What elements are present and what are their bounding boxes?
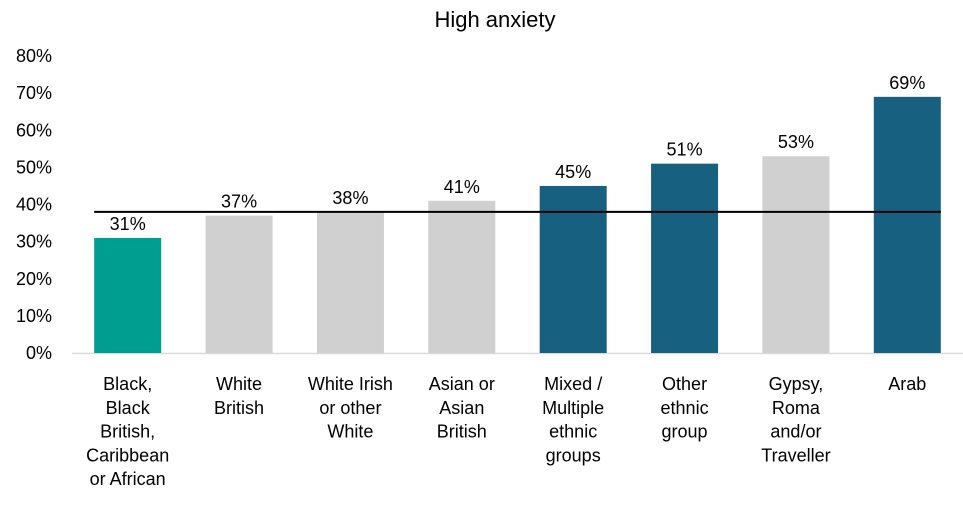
bar xyxy=(316,211,384,353)
category-label-line: groups xyxy=(546,445,601,465)
y-tick-label: 10% xyxy=(16,306,52,326)
y-tick-label: 50% xyxy=(16,157,52,177)
bar xyxy=(539,185,607,353)
bar xyxy=(94,237,162,353)
bar-data-label: 38% xyxy=(332,188,368,208)
category-label-line: British xyxy=(214,398,264,418)
category-label-line: Caribbean xyxy=(86,445,169,465)
category-label-line: Roma xyxy=(772,398,821,418)
bar xyxy=(651,163,719,353)
bar-data-labels: 31% 37% 38% 41% 45% 51% 53% 69% xyxy=(110,73,926,234)
bars xyxy=(94,96,941,354)
category-label-line: Black, xyxy=(103,374,152,394)
category-label: Arab xyxy=(888,374,926,394)
category-label: Asian or Asian British xyxy=(429,374,495,442)
category-label-line: Other xyxy=(662,374,707,394)
category-label: Mixed / Multiple ethnic groups xyxy=(542,374,604,465)
category-label: Black, Black British, Caribbean or African xyxy=(86,374,169,489)
bar-data-label: 51% xyxy=(667,140,703,160)
category-label-line: or other xyxy=(319,398,381,418)
category-label: White British xyxy=(214,374,264,418)
bar-data-label: 53% xyxy=(778,132,814,152)
bar-data-label: 45% xyxy=(555,162,591,182)
category-label-line: Multiple xyxy=(542,398,604,418)
bar-data-label: 41% xyxy=(444,177,480,197)
category-label-line: and/or xyxy=(770,422,821,442)
y-axis-ticks: 0% 10% 20% 30% 40% 50% 60% 70% 80% xyxy=(16,46,52,363)
y-tick-label: 20% xyxy=(16,269,52,289)
y-tick-label: 0% xyxy=(26,343,52,363)
category-label-line: British, xyxy=(100,422,155,442)
category-label: Other ethnic group xyxy=(661,374,709,442)
category-label-line: Gypsy, xyxy=(769,374,824,394)
category-label-line: or African xyxy=(90,469,166,489)
category-labels: Black, Black British, Caribbean or African Wh… xyxy=(86,374,926,489)
y-tick-label: 70% xyxy=(16,83,52,103)
category-label-line: Black xyxy=(106,398,151,418)
bar-data-label: 37% xyxy=(221,192,257,212)
category-label-line: Mixed / xyxy=(544,374,602,394)
y-tick-label: 60% xyxy=(16,120,52,140)
bar xyxy=(205,215,273,353)
category-label-line: White xyxy=(216,374,262,394)
bar xyxy=(428,200,496,353)
category-label-line: Asian or xyxy=(429,374,495,394)
category-label-line: Arab xyxy=(888,374,926,394)
category-label-line: ethnic xyxy=(661,398,709,418)
y-tick-label: 80% xyxy=(16,46,52,66)
bar-data-label: 69% xyxy=(889,73,925,93)
y-tick-label: 40% xyxy=(16,195,52,215)
category-label-line: White xyxy=(327,422,373,442)
y-tick-label: 30% xyxy=(16,232,52,252)
bar xyxy=(873,96,941,354)
chart-title: High anxiety xyxy=(434,7,555,32)
category-label: Gypsy, Roma and/or Traveller xyxy=(761,374,830,465)
bar-data-label: 31% xyxy=(110,214,146,234)
bar xyxy=(762,156,830,353)
category-label-line: Asian xyxy=(439,398,484,418)
category-label-line: British xyxy=(437,422,487,442)
category-label: White Irish or other White xyxy=(308,374,393,442)
category-label-line: Traveller xyxy=(761,445,830,465)
category-label-line: White Irish xyxy=(308,374,393,394)
category-label-line: group xyxy=(662,422,708,442)
category-label-line: ethnic xyxy=(549,422,597,442)
